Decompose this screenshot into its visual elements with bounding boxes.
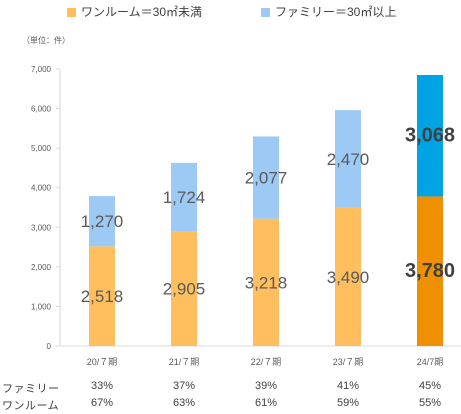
oneroom-value-label: 3,218 [245,273,288,292]
oneroom-value-label: 3,490 [327,268,370,287]
legend-family-label: ファミリー＝30㎡以上 [275,5,397,19]
x-category-label: 24/7期 [417,357,444,367]
family-bar [171,162,197,232]
oneroom-bar [417,196,443,346]
family-row-label: ファミリー [2,383,60,395]
family-value-label: 2,077 [245,169,288,188]
y-tick-label: 4,000 [31,184,52,193]
family-value-label: 2,470 [327,150,370,169]
x-category-label: 21/７期 [169,357,200,367]
legend-oneroom: ワンルーム＝30㎡未満 [67,3,202,20]
family-pct-1: 37% [172,380,196,392]
oneroom-pct-4: 55% [418,397,442,409]
x-category-label: 22/７期 [251,357,282,367]
y-tick-label: 7,000 [31,65,52,74]
family-pct-0: 33% [90,380,114,392]
family-bar [417,75,443,197]
family-bar [335,110,361,208]
family-bar [253,136,279,219]
family-value-label: 1,724 [163,188,206,207]
oneroom-bar [89,246,115,346]
legend-oneroom-label: ワンルーム＝30㎡未満 [81,5,202,19]
oneroom-value-label: 3,780 [405,260,455,282]
oneroom-pct-2: 61% [254,397,278,409]
y-tick-label: 1,000 [31,302,52,311]
family-pct-3: 41% [336,380,360,392]
oneroom-value-label: 2,518 [81,287,124,306]
legend-family: ファミリー＝30㎡以上 [261,3,396,20]
oneroom-bar [171,231,197,346]
y-tick-label: 3,000 [31,223,52,232]
oneroom-value-label: 2,905 [163,280,206,299]
oneroom-pct-1: 63% [172,397,196,409]
y-tick-label: 0 [47,342,52,351]
y-tick-label: 6,000 [31,105,52,114]
y-tick-label: 5,000 [31,144,52,153]
x-category-label: 20/７期 [87,357,118,367]
family-value-label: 3,068 [405,125,455,147]
family-pct-4: 45% [418,380,442,392]
oneroom-pct-0: 67% [90,397,114,409]
oneroom-swatch [67,8,76,17]
x-category-label: 23/７期 [333,357,364,367]
oneroom-bar [253,218,279,346]
oneroom-pct-3: 59% [336,397,360,409]
y-tick-label: 2,000 [31,263,52,272]
family-swatch [261,8,270,17]
oneroom-row-label: ワンルーム [2,400,60,412]
family-value-label: 1,270 [81,212,124,231]
family-bar [89,196,115,247]
unit-label: （単位：件） [22,36,70,45]
oneroom-bar [335,207,361,346]
family-pct-2: 39% [254,380,278,392]
